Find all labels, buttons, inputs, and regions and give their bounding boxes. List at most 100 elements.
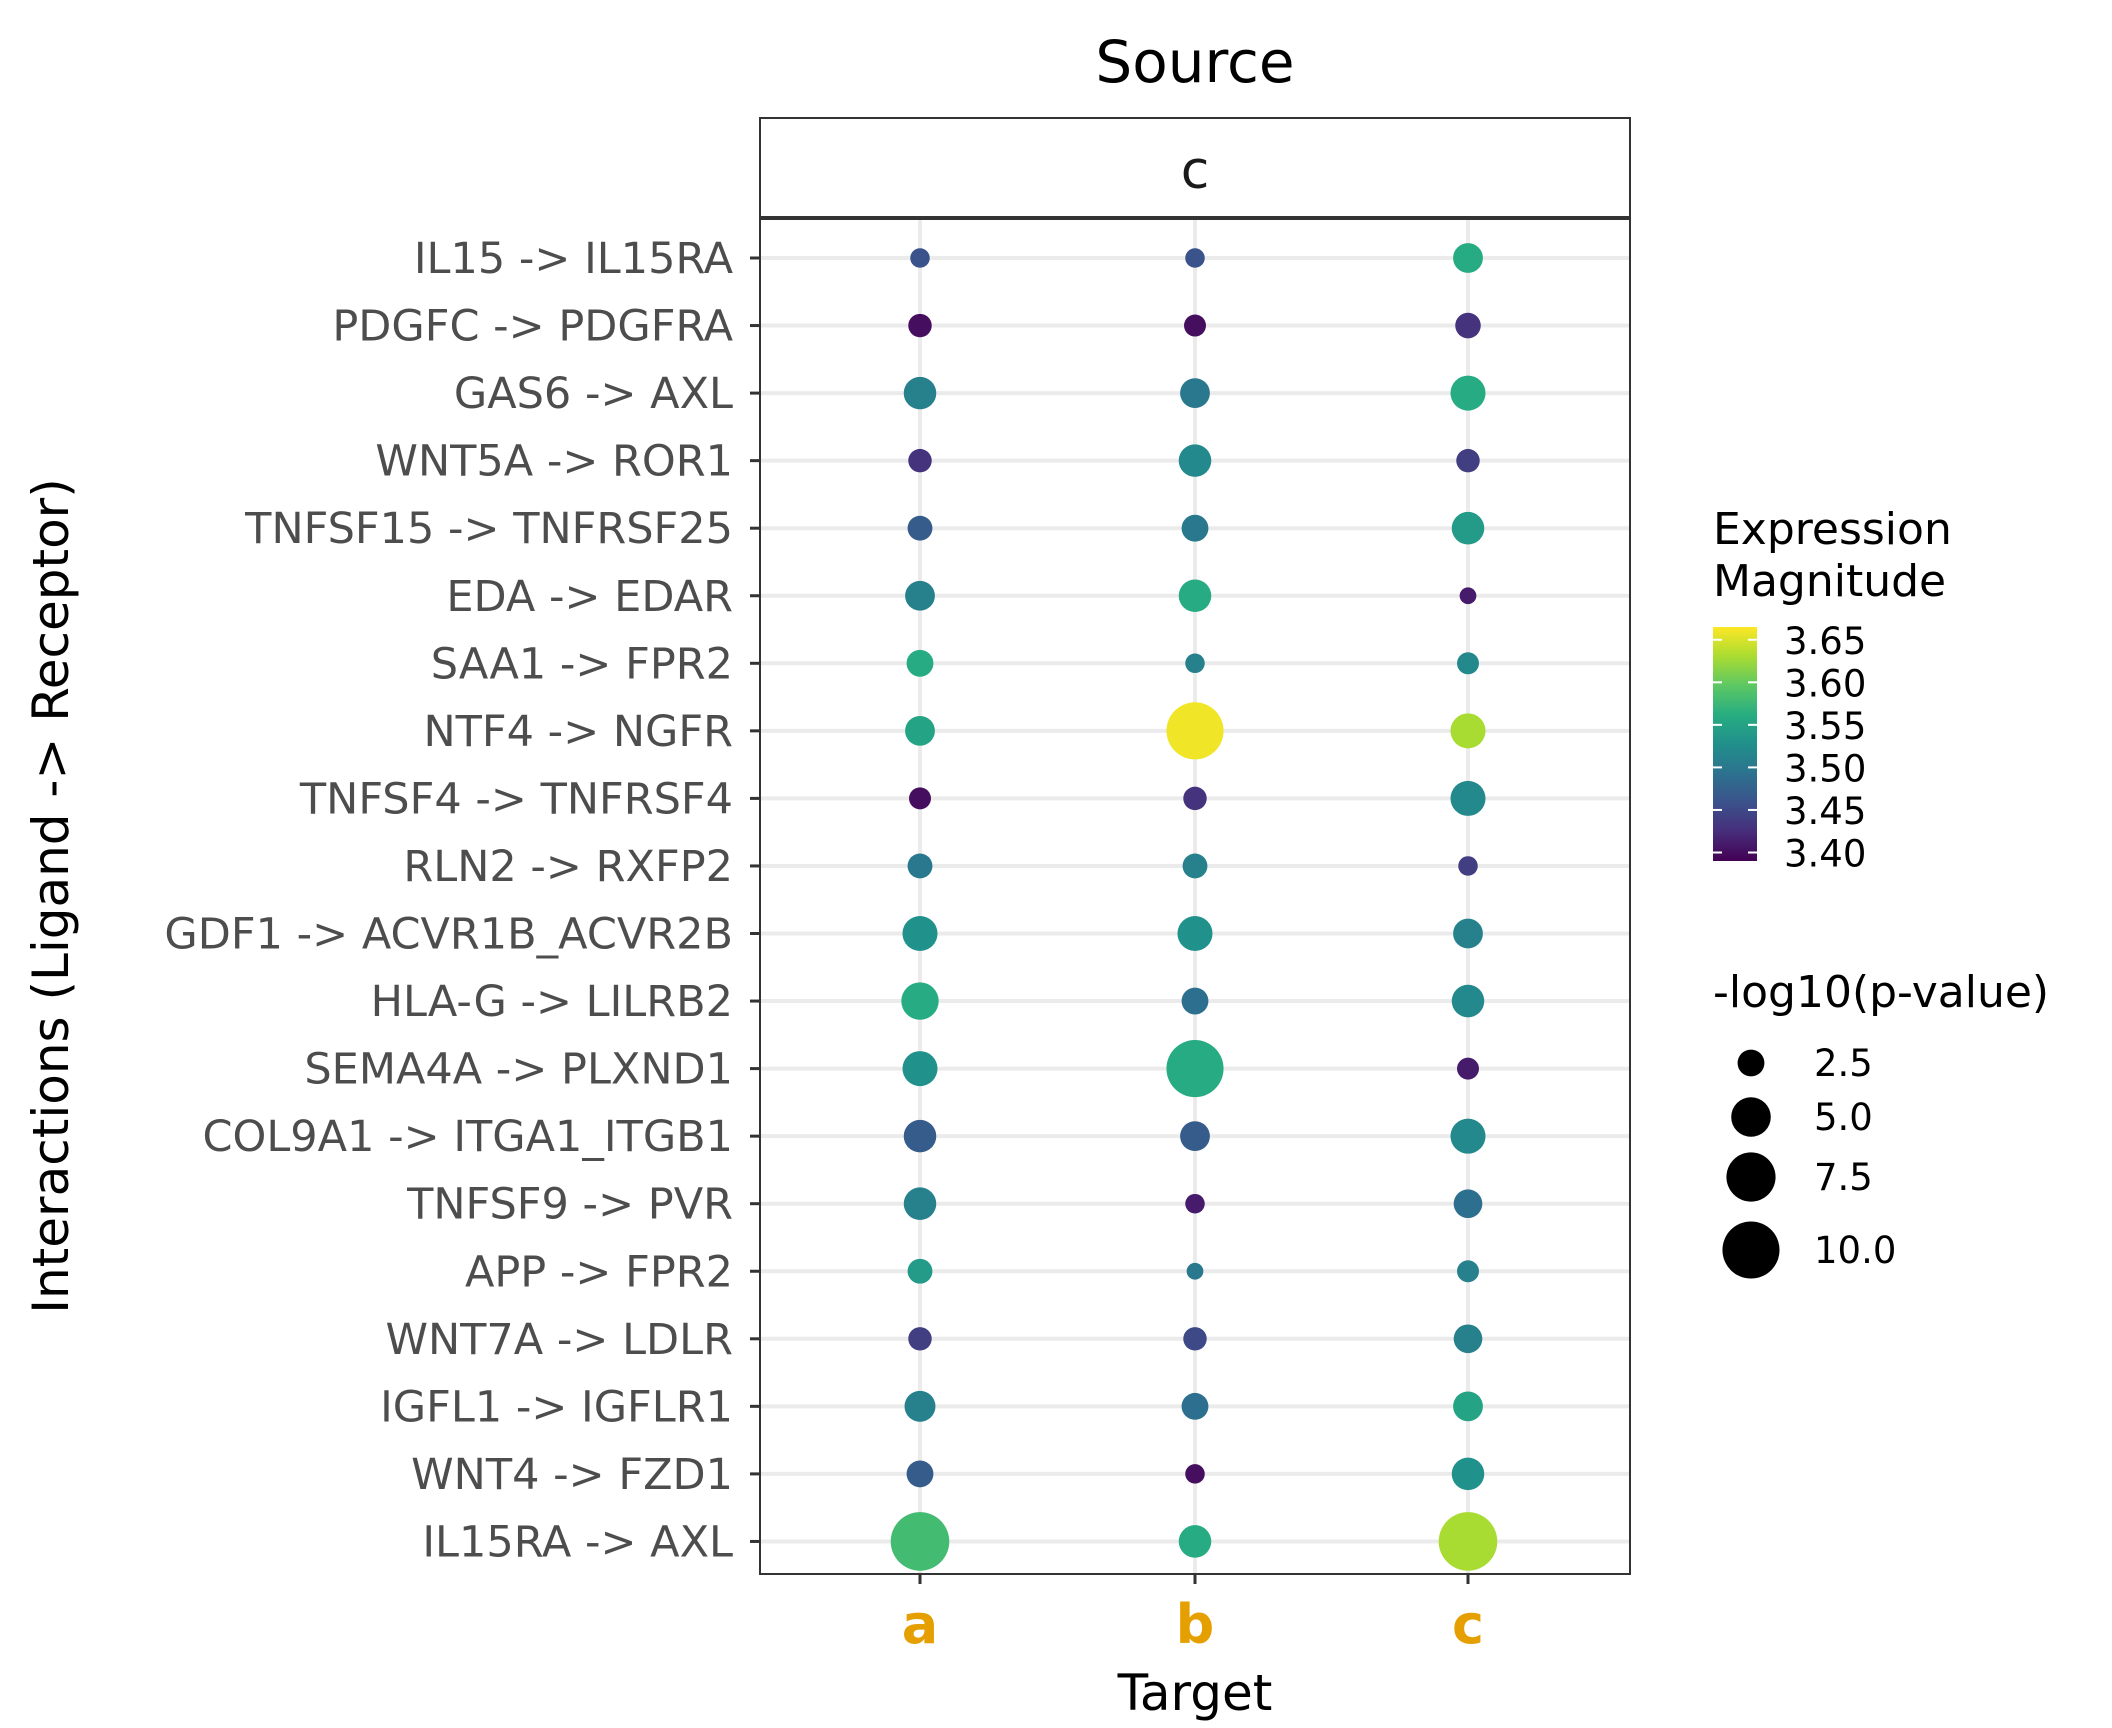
y-tick-label: TNFSF15 -> TNFRSF25: [244, 504, 733, 554]
data-point: [1450, 375, 1486, 411]
data-point: [905, 715, 935, 746]
data-point: [1166, 702, 1224, 760]
data-point: [906, 649, 934, 677]
color-legend-title-line1: Expression: [1713, 504, 1952, 555]
data-point: [1459, 587, 1477, 605]
y-axis-ticks: IL15 -> IL15RA PDGFC -> PDGFRA GAS6 -> AXL…: [164, 234, 760, 1567]
size-legend-circle: [1726, 1152, 1776, 1202]
y-axis-title: Interactions (Ligand -> Receptor): [22, 478, 80, 1314]
data-point: [890, 1512, 950, 1571]
data-point: [1166, 1040, 1224, 1098]
data-point: [1178, 444, 1212, 477]
colorbar-tick-label: 3.60: [1784, 662, 1866, 705]
data-point: [1177, 915, 1213, 952]
size-legend: -log10(p-value) 2.5 5.0 7.5 10.0: [1713, 967, 2049, 1279]
y-tick-label: SEMA4A -> PLXND1: [304, 1045, 733, 1095]
data-point: [1450, 713, 1486, 749]
color-legend-title-line2: Magnitude: [1713, 556, 1946, 607]
data-point: [909, 787, 931, 810]
size-legend-circle: [1722, 1221, 1780, 1279]
y-tick-label: RLN2 -> RXFP2: [403, 842, 733, 892]
y-tick-label: TNFSF4 -> TNFRSF4: [299, 774, 733, 824]
data-point: [1458, 856, 1478, 876]
y-tick-label: WNT5A -> ROR1: [375, 437, 733, 487]
data-point: [1457, 652, 1479, 675]
data-point: [906, 1460, 934, 1488]
x-axis-ticks: a b c: [902, 1574, 1484, 1656]
data-point: [1182, 853, 1208, 879]
data-point: [1183, 786, 1207, 811]
color-legend-ticks: 3.653.603.553.503.453.40: [1713, 620, 1866, 875]
y-tick-label: TNFSF9 -> PVR: [406, 1180, 733, 1230]
x-tick-label: c: [1452, 1593, 1484, 1656]
data-points: [890, 243, 1498, 1571]
data-point: [907, 515, 933, 541]
facet-strip: [759, 117, 1631, 219]
y-tick-label: APP -> FPR2: [465, 1247, 733, 1297]
y-tick-label: HLA-G -> LILRB2: [371, 977, 733, 1027]
data-point: [1453, 1391, 1483, 1422]
data-point: [908, 313, 932, 338]
data-point: [1455, 312, 1481, 339]
data-point: [1185, 1193, 1205, 1214]
colorbar-tick-label: 3.55: [1784, 705, 1866, 748]
data-point: [1185, 248, 1205, 268]
data-point: [1183, 1327, 1207, 1351]
data-point: [908, 1327, 932, 1351]
data-point: [1453, 918, 1483, 949]
data-point: [908, 448, 932, 473]
size-legend-circle: [1731, 1097, 1771, 1137]
x-tick-label: b: [1176, 1593, 1215, 1656]
colorbar-tick-label: 3.50: [1784, 747, 1866, 790]
data-point: [1181, 987, 1209, 1015]
data-point: [903, 1119, 937, 1153]
data-point: [1456, 448, 1480, 473]
size-legend-label: 10.0: [1814, 1229, 1896, 1272]
data-point: [1186, 1262, 1204, 1280]
data-point: [910, 248, 930, 268]
data-point: [1178, 1525, 1212, 1558]
data-point: [1180, 1121, 1210, 1152]
data-point: [1457, 1260, 1479, 1283]
chart-title: Source: [1095, 28, 1294, 96]
y-tick-label: GAS6 -> AXL: [454, 369, 733, 419]
data-point: [1457, 1057, 1479, 1080]
data-point: [1185, 653, 1205, 674]
data-point: [1181, 1392, 1209, 1420]
y-tick-label: IGFL1 -> IGFLR1: [380, 1382, 733, 1432]
data-point: [904, 1390, 936, 1422]
data-point: [1181, 514, 1209, 542]
data-point: [1453, 243, 1483, 273]
size-legend-circle: [1737, 1049, 1765, 1077]
data-point: [1178, 579, 1212, 613]
data-point: [901, 982, 939, 1020]
y-tick-label: NTF4 -> NGFR: [423, 707, 733, 757]
data-point: [1184, 314, 1206, 337]
x-tick-label: a: [902, 1593, 938, 1656]
data-point: [1453, 1324, 1483, 1354]
data-point: [1451, 511, 1485, 545]
data-point: [1453, 1189, 1483, 1219]
data-point: [1180, 378, 1210, 409]
data-point: [907, 853, 933, 879]
colorbar-tick-label: 3.65: [1784, 620, 1866, 663]
data-point: [907, 1258, 933, 1284]
size-legend-label: 2.5: [1814, 1042, 1873, 1085]
data-point: [1451, 984, 1485, 1018]
size-legend-title: -log10(p-value): [1713, 967, 2049, 1018]
y-tick-label: WNT7A -> LDLR: [385, 1315, 733, 1365]
y-tick-label: IL15 -> IL15RA: [414, 234, 734, 284]
colorbar-tick-label: 3.40: [1784, 832, 1866, 875]
data-point: [902, 1051, 938, 1087]
data-point: [1450, 1118, 1486, 1154]
data-point: [905, 580, 935, 611]
color-legend: Expression Magnitude 3.653.603.553.503.4…: [1713, 504, 1952, 875]
data-point: [1438, 1512, 1498, 1571]
data-point: [1185, 1464, 1205, 1484]
data-point: [1451, 1457, 1485, 1491]
color-legend-bar: [1713, 627, 1757, 861]
y-tick-label: WNT4 -> FZD1: [411, 1450, 733, 1500]
data-point: [902, 915, 938, 952]
data-point: [903, 376, 937, 410]
